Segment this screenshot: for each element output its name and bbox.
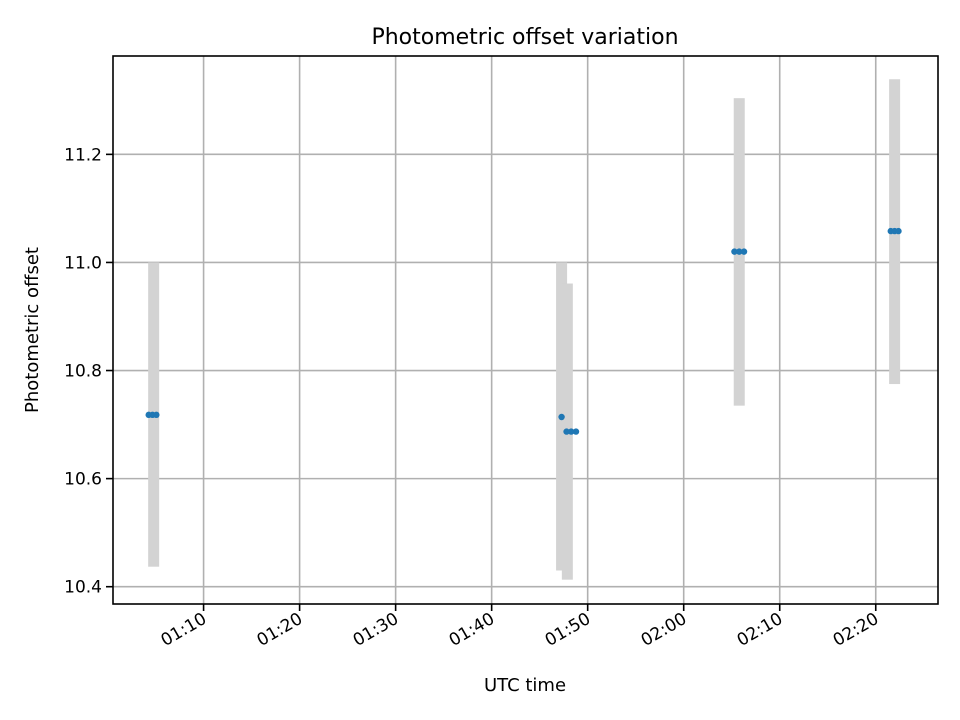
y-tick-label: 11.2 bbox=[64, 145, 102, 165]
y-tick-label: 10.6 bbox=[64, 470, 102, 490]
data-point bbox=[153, 411, 160, 419]
data-point bbox=[572, 428, 580, 435]
x-tick-label: 01:40 bbox=[446, 609, 498, 651]
data-point bbox=[563, 428, 570, 435]
x-tick-label: 01:50 bbox=[542, 609, 594, 651]
y-tick-label: 11.0 bbox=[64, 253, 102, 273]
x-axis-ticks: 01:10 01:20 01:30 01:40 01:50 02:00 02:10 02:20 bbox=[158, 604, 882, 651]
data-point bbox=[740, 248, 748, 255]
x-tick-label: 01:10 bbox=[158, 609, 210, 651]
y-axis-ticks: 10.4 10.6 10.8 11.0 11.2 bbox=[64, 145, 113, 598]
x-tick-label: 02:00 bbox=[638, 609, 690, 651]
data-point bbox=[731, 248, 738, 255]
x-tick-label: 02:10 bbox=[734, 609, 786, 651]
chart-title: Photometric offset variation bbox=[371, 25, 678, 50]
x-axis-label: UTC time bbox=[484, 675, 566, 696]
data-point bbox=[567, 428, 575, 435]
x-tick-label: 01:20 bbox=[254, 609, 306, 651]
data-points bbox=[145, 227, 902, 435]
y-axis-label: Photometric offset bbox=[22, 247, 43, 413]
data-point bbox=[895, 227, 902, 235]
x-tick-label: 02:20 bbox=[830, 609, 882, 651]
data-point bbox=[736, 248, 743, 255]
grid bbox=[113, 56, 938, 604]
y-tick-label: 10.4 bbox=[64, 578, 102, 598]
plot-frame bbox=[112, 55, 939, 605]
x-tick-label: 01:30 bbox=[350, 609, 402, 651]
y-tick-label: 10.8 bbox=[64, 362, 102, 382]
data-point bbox=[558, 413, 565, 421]
